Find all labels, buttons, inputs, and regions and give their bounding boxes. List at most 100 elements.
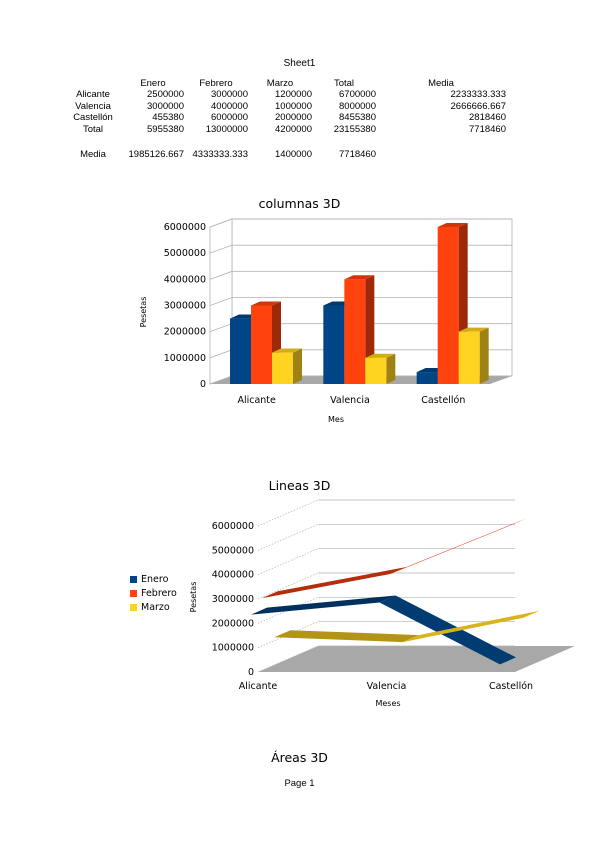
sheet-title: Sheet1 (283, 58, 316, 69)
header-cell: Enero (140, 78, 166, 89)
table-cell: 2233333.333 (450, 89, 506, 101)
table-cell: 8455380 (339, 112, 376, 124)
table-cell: 5955380 (147, 123, 184, 135)
bar-gridline (209, 270, 512, 280)
line-y-tick-label: 1000000 (212, 643, 254, 654)
bar-x-tick-label: Valencia (330, 395, 370, 406)
bar-y-axis-label: Pesetas (139, 297, 148, 328)
bar-y-tick-label: 1000000 (164, 353, 206, 364)
line-gridline-diagonal (257, 621, 319, 648)
table-cell: 23155380 (333, 123, 376, 135)
line-y-axis-label: Pesetas (189, 582, 198, 613)
bar-gridline (209, 244, 512, 254)
line-segment (390, 518, 527, 574)
bar-side (479, 327, 489, 384)
row-label: Castellón (73, 112, 113, 124)
bar-front (344, 279, 366, 384)
line-chart-title: Lineas 3D (268, 478, 331, 493)
line-gridline-diagonal (257, 572, 319, 600)
line-y-tick-label: 6000000 (212, 521, 254, 532)
line-y-tick-label: 4000000 (212, 570, 254, 581)
line-gridline-diagonal (257, 548, 319, 575)
bar-y-tick-label: 5000000 (164, 248, 206, 259)
line-chart-legend: Enero Febrero Marzo (130, 572, 177, 614)
table-cell: 4333333.333 (192, 149, 248, 161)
bar-front (323, 305, 345, 384)
line-x-tick-label: Castellón (489, 681, 533, 692)
legend-label: Febrero (141, 587, 177, 599)
bar-top (251, 301, 281, 306)
bar-front (458, 331, 480, 384)
bar-y-tick-label: 3000000 (164, 301, 206, 312)
table-row: Alicante 2500000 3000000 1200000 6700000… (64, 89, 506, 100)
line-y-tick-label: 3000000 (212, 594, 254, 605)
bar-side (293, 348, 302, 384)
legend-swatch (130, 603, 137, 611)
line-chart: 0 1000000 2000000 3000000 4000000 5000000 6000… (189, 499, 575, 708)
table-cell: 2000000 (275, 112, 312, 124)
bar-y-tick-label: 4000000 (164, 274, 206, 285)
line-gridline-diagonal (257, 524, 319, 551)
row-label: Media (80, 149, 106, 161)
line-x-axis-label: Meses (375, 699, 400, 708)
line-y-tick-label: 0 (248, 667, 254, 678)
bar-y-tick-label: 2000000 (164, 327, 206, 338)
table-cell: 3000000 (147, 100, 184, 112)
bar-gridline (209, 297, 512, 306)
row-label: Total (82, 123, 104, 135)
table-cell: 3000000 (211, 89, 248, 101)
line-segment (261, 566, 407, 599)
table-cell: 4000000 (211, 100, 248, 112)
line-series-marzo (274, 610, 540, 643)
table-cell: 6700000 (339, 89, 376, 101)
data-table: Enero Febrero Marzo Total Media Alicante… (64, 78, 506, 160)
bar-top (458, 327, 489, 332)
bar-gridline (209, 218, 512, 228)
bar (272, 348, 302, 384)
bar-front (416, 372, 438, 384)
bar-front (272, 352, 293, 384)
header-cell: Media (428, 78, 454, 89)
table-cell: 7718460 (339, 149, 376, 161)
bar-top (272, 348, 302, 353)
table-cell: 8000000 (339, 100, 376, 112)
bar-top (365, 353, 396, 358)
area-chart-title: Áreas 3D (271, 750, 328, 765)
bar-y-tick-label: 0 (200, 379, 206, 390)
table-cell: 1000000 (275, 100, 312, 112)
legend-item-febrero: Febrero (130, 586, 177, 600)
line-segment (274, 630, 419, 643)
line-chart-floor (258, 646, 575, 672)
table-row: Castellón 455380 6000000 2000000 8455380… (64, 112, 506, 123)
line-y-tick-label: 2000000 (212, 618, 254, 629)
line-x-tick-label: Alicante (239, 681, 278, 692)
line-gridline-diagonal (257, 499, 319, 527)
bar-front (437, 227, 459, 384)
table-cell: 4200000 (275, 123, 312, 135)
legend-swatch (130, 575, 137, 583)
table-cell: 1985126.667 (128, 149, 184, 161)
row-label: Valencia (75, 100, 111, 112)
table-cell: 1400000 (275, 149, 312, 161)
bar-y-tick-label: 6000000 (164, 222, 206, 233)
table-cell: 2818460 (469, 112, 506, 124)
line-segment (251, 595, 396, 615)
legend-label: Enero (141, 573, 169, 585)
bar-front (365, 357, 387, 384)
bar-chart: 0 1000000 2000000 3000000 4000000 5000000 6000… (139, 218, 513, 424)
table-row-media: Media 1985126.667 4333333.333 1400000 77… (64, 149, 506, 160)
bar-top (344, 275, 375, 280)
bar-chart-title: columnas 3D (258, 196, 341, 211)
table-cell: 7718460 (469, 123, 506, 135)
table-cell: 455380 (152, 112, 184, 124)
header-cell: Febrero (199, 78, 233, 89)
legend-swatch (130, 589, 137, 597)
table-cell: 6000000 (211, 112, 248, 124)
bar (458, 327, 489, 384)
table-header-row: Enero Febrero Marzo Total Media (64, 78, 506, 89)
table-cell: 13000000 (205, 123, 248, 135)
bar-top (437, 222, 468, 227)
line-gridline-diagonal (257, 645, 319, 673)
header-cell: Marzo (266, 78, 294, 89)
bar-front (251, 305, 272, 384)
